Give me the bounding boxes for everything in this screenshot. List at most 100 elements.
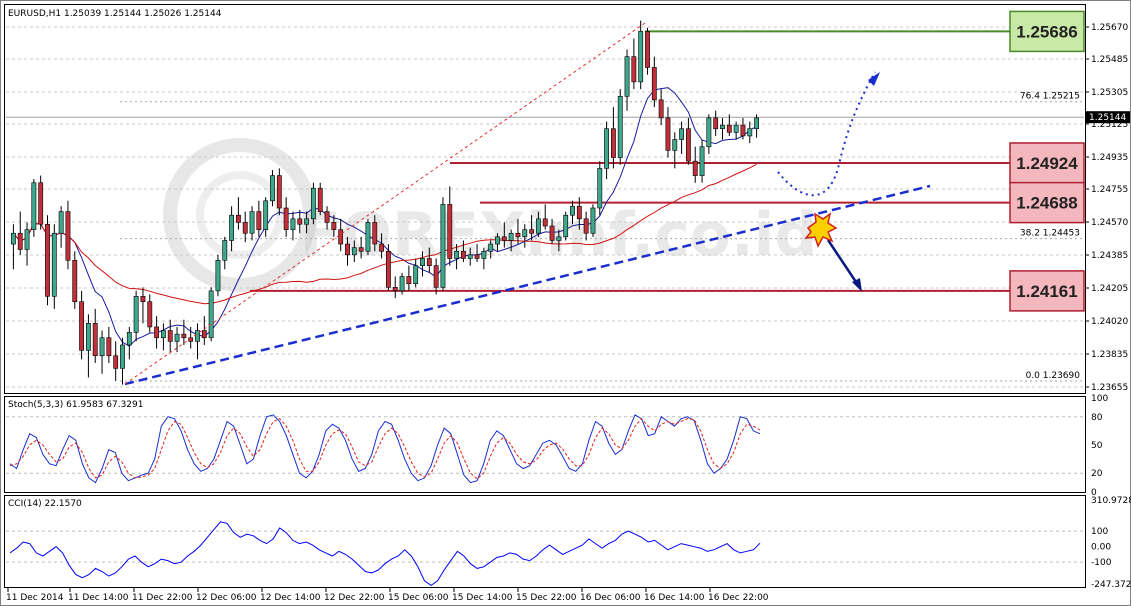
candle-body bbox=[140, 296, 146, 303]
candle-body bbox=[297, 218, 303, 225]
candle-body bbox=[413, 265, 419, 284]
candle-body bbox=[310, 187, 316, 220]
candle-body bbox=[99, 337, 105, 357]
breakout-burst-icon bbox=[804, 212, 838, 248]
level-label: 1.24161 bbox=[1016, 282, 1077, 301]
time-tick-label: 15 Dec 22:00 bbox=[516, 593, 577, 603]
candle-body bbox=[747, 128, 753, 137]
candle-body bbox=[17, 232, 23, 250]
price-tick-label: 1.24570 bbox=[1091, 218, 1128, 228]
candle-body bbox=[229, 214, 235, 241]
candle-body bbox=[358, 247, 364, 252]
candle-body bbox=[154, 326, 160, 339]
candle-body bbox=[672, 139, 678, 151]
level-box bbox=[1009, 10, 1085, 53]
cci-tick-label: -100 bbox=[1091, 558, 1112, 568]
candle-body bbox=[290, 218, 296, 230]
candle-body bbox=[692, 160, 698, 176]
time-axis: 11 Dec 2014 11 Dec 14:00 11 Dec 22:00 12 De… bbox=[6, 588, 769, 603]
candle-body bbox=[51, 232, 57, 297]
candle-body bbox=[235, 214, 241, 223]
candle-body bbox=[447, 204, 453, 259]
projection-down-arrowhead bbox=[852, 278, 862, 292]
candle-body bbox=[576, 205, 582, 220]
cci-tick-label: 0.00 bbox=[1091, 543, 1111, 553]
candle-body bbox=[24, 229, 30, 250]
stoch-panel: 100 80 50 20 0 bbox=[6, 394, 1108, 498]
candle-body bbox=[454, 250, 460, 259]
price-tick-label: 1.24755 bbox=[1091, 185, 1128, 195]
candle-body bbox=[113, 355, 119, 369]
candle-body bbox=[392, 286, 398, 292]
candle-body bbox=[406, 276, 412, 284]
candle-body bbox=[590, 207, 596, 234]
candle-body bbox=[726, 124, 732, 133]
candle-body bbox=[583, 218, 589, 234]
price-tick-label: 1.25125 bbox=[1091, 120, 1128, 130]
stoch-signal-line bbox=[9, 417, 761, 480]
candle-body bbox=[685, 128, 691, 162]
current-price-box bbox=[1086, 111, 1130, 124]
candle-body bbox=[529, 229, 535, 234]
candle-body bbox=[495, 236, 500, 245]
level-box bbox=[1009, 142, 1085, 184]
stoch-tick-label: 100 bbox=[1091, 394, 1108, 404]
candle-body bbox=[283, 207, 289, 230]
candle-body bbox=[624, 56, 630, 97]
candle-body bbox=[263, 200, 269, 230]
time-tick-label: 15 Dec 06:00 bbox=[388, 593, 449, 603]
candle-body bbox=[542, 218, 548, 227]
candle-body bbox=[645, 31, 650, 68]
candle-body bbox=[535, 218, 541, 234]
candle-body bbox=[379, 243, 385, 252]
candle-body bbox=[174, 333, 180, 342]
candle-body bbox=[563, 214, 569, 238]
time-tick-label: 11 Dec 14:00 bbox=[68, 593, 129, 603]
price-tick-label: 1.23835 bbox=[1091, 350, 1128, 360]
price-axis: 1.25670 1.25485 1.25305 1.25125 1.24935 1.247… bbox=[1085, 23, 1130, 393]
price-tick-label: 1.24385 bbox=[1091, 251, 1128, 261]
candle-body bbox=[658, 99, 664, 119]
price-tick-label: 1.24205 bbox=[1091, 284, 1128, 294]
candle-body bbox=[45, 223, 50, 297]
candle-body bbox=[188, 337, 194, 342]
level-label: 1.25686 bbox=[1016, 22, 1077, 41]
stoch-panel-border bbox=[4, 396, 1086, 493]
candle-body bbox=[133, 296, 139, 333]
stoch-tick-label: 80 bbox=[1091, 413, 1103, 423]
candle-body bbox=[10, 232, 16, 245]
candle-body bbox=[338, 229, 344, 245]
cci-panel-border bbox=[4, 495, 1086, 588]
candle-body bbox=[38, 182, 44, 225]
time-tick-label: 12 Dec 14:00 bbox=[260, 593, 321, 603]
candle-body bbox=[631, 56, 637, 83]
candle-body bbox=[638, 31, 644, 83]
candle-body bbox=[501, 236, 507, 241]
candle-body bbox=[201, 330, 207, 339]
moving-averages bbox=[13, 87, 757, 347]
candle-body bbox=[270, 175, 275, 202]
candle-body bbox=[324, 211, 330, 223]
stoch-tick-label: 0 bbox=[1091, 488, 1097, 498]
candle-body bbox=[665, 117, 671, 151]
symbol-label: EURUSD,H1 1.25039 1.25144 1.25026 1.2514… bbox=[8, 9, 222, 19]
candle-body bbox=[351, 247, 357, 256]
time-tick-label: 11 Dec 2014 bbox=[6, 593, 64, 603]
candle-body bbox=[372, 222, 378, 245]
trendline-support bbox=[124, 184, 931, 386]
candle-body bbox=[106, 337, 112, 357]
fib-label: 38.2 1.24453 bbox=[1020, 229, 1080, 239]
price-tick-label: 1.25485 bbox=[1091, 55, 1128, 65]
candle-body bbox=[610, 128, 616, 158]
candle-body bbox=[85, 323, 91, 351]
candle-body bbox=[31, 182, 37, 230]
candle-body bbox=[522, 229, 528, 238]
candle-body bbox=[331, 222, 337, 230]
candle-body bbox=[167, 330, 173, 342]
current-price-label: 1.25144 bbox=[1089, 113, 1126, 123]
levels-layer: 76.4 1.25215 38.2 1.24453 0.0 1.23690 1.256… bbox=[6, 10, 1085, 388]
stoch-label: Stoch(5,3,3) 61.9583 67.3291 bbox=[8, 400, 143, 410]
time-tick-label: 12 Dec 22:00 bbox=[324, 593, 385, 603]
